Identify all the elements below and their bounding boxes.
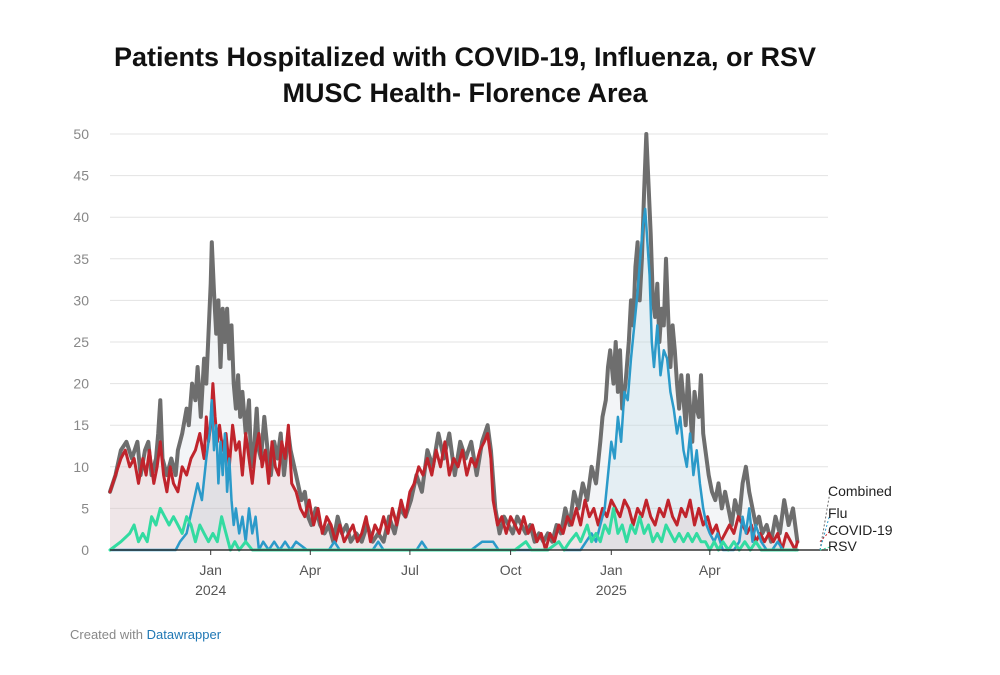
y-tick-label: 25 (73, 334, 89, 350)
y-tick-label: 0 (81, 542, 89, 558)
y-tick-label: 5 (81, 500, 89, 516)
x-tick-label: Apr (699, 562, 721, 578)
y-tick-label: 15 (73, 417, 89, 433)
y-tick-label: 30 (73, 292, 89, 308)
y-tick-label: 40 (73, 209, 89, 225)
y-tick-label: 20 (73, 376, 89, 392)
chart-subtitle: MUSC Health- Florence Area (282, 78, 648, 108)
footer-prefix: Created with (70, 627, 143, 642)
area-combined (110, 134, 798, 550)
series-line-flu (108, 207, 799, 552)
datawrapper-link[interactable]: Datawrapper (146, 627, 222, 642)
x-tick-label: Jan (600, 562, 623, 578)
x-tick-year: 2025 (596, 582, 627, 598)
series-line-rsv (108, 506, 799, 552)
x-tick-label: Oct (500, 562, 522, 578)
legend-connector-covid (819, 530, 831, 543)
legend-label-combined: Combined (828, 483, 892, 499)
legend-connector-combined (819, 491, 831, 551)
legend-label-rsv: RSV (828, 538, 857, 554)
series-lines (108, 132, 800, 552)
legend-label-flu: Flu (828, 505, 847, 521)
chart-title: Patients Hospitalized with COVID-19, Inf… (113, 42, 817, 72)
y-tick-label: 50 (73, 126, 89, 142)
x-axis: Jan 2024 Apr Jul Oct Jan 2025 Apr (110, 549, 828, 598)
x-tick-year: 2024 (195, 582, 226, 598)
y-tick-label: 10 (73, 459, 89, 475)
x-tick-label: Jan (199, 562, 222, 578)
footer: Created with Datawrapper (70, 627, 221, 642)
series-line-covid (108, 382, 799, 552)
y-axis: 0 5 10 15 20 25 30 35 40 45 50 (73, 126, 89, 558)
y-tick-label: 45 (73, 168, 89, 184)
x-tick-label: Jul (401, 562, 419, 578)
legend-label-covid: COVID-19 (828, 522, 893, 538)
series-line-combined (108, 132, 800, 544)
legend-connector-rsv (819, 546, 831, 551)
area-flu (110, 208, 798, 550)
y-tick-label: 35 (73, 251, 89, 267)
x-tick-label: Apr (299, 562, 321, 578)
